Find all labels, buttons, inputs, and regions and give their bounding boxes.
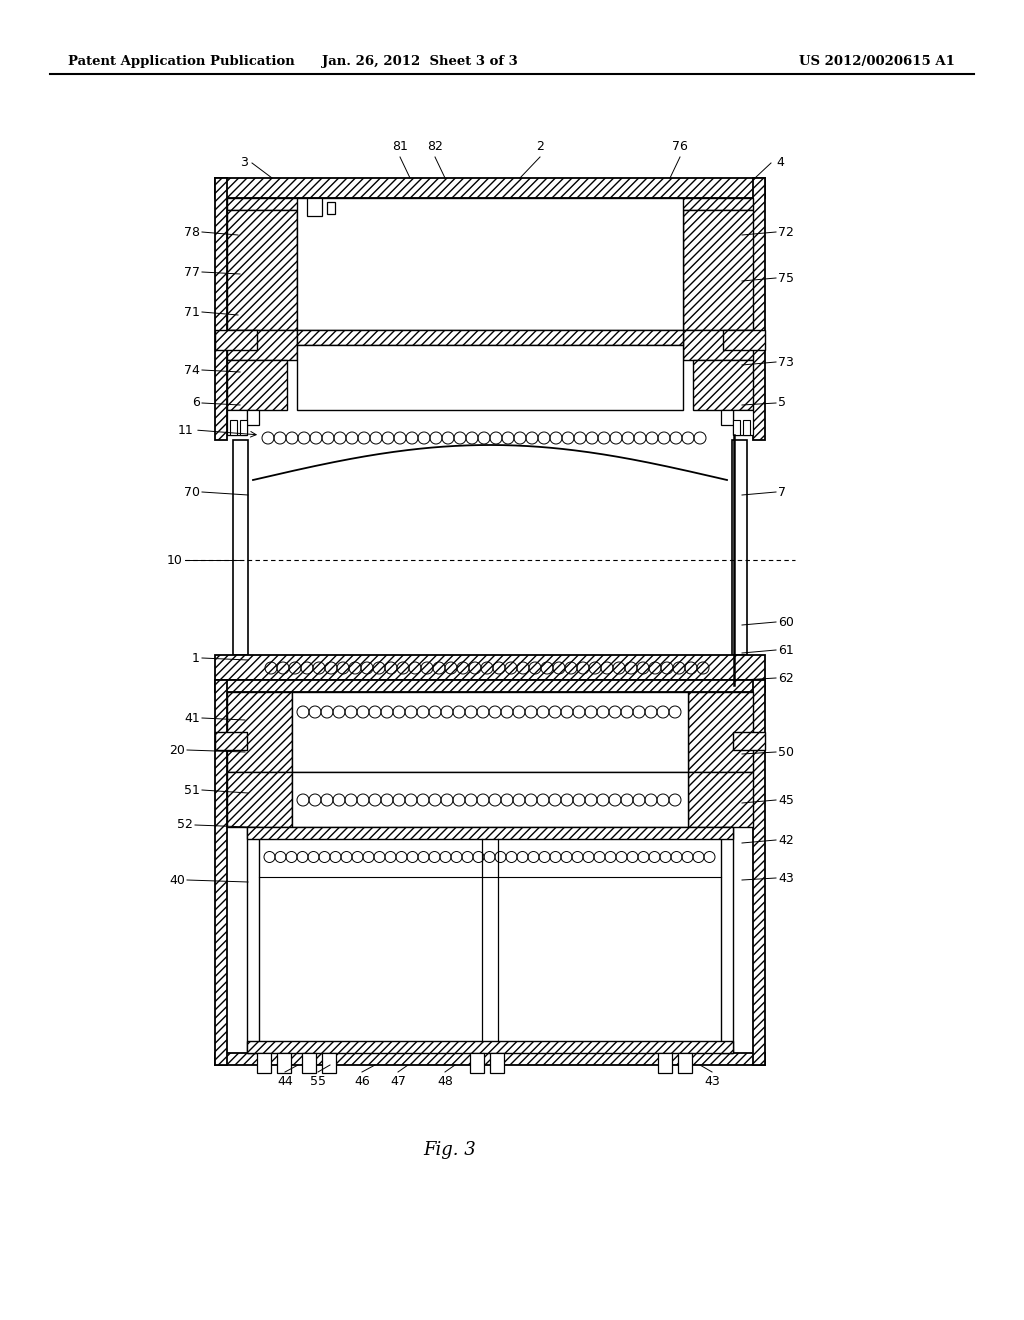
Bar	[743, 420, 750, 436]
Text: 3: 3	[240, 157, 248, 169]
Bar	[231, 692, 238, 705]
Bar	[247, 828, 733, 840]
Text: 52: 52	[177, 818, 193, 832]
Text: 60: 60	[778, 615, 794, 628]
Bar	[470, 1053, 484, 1073]
Bar	[227, 360, 287, 411]
Bar	[247, 1041, 733, 1053]
Text: 62: 62	[778, 672, 794, 685]
Text: 7: 7	[778, 486, 786, 499]
Bar	[733, 420, 740, 436]
Bar	[322, 1053, 336, 1073]
Bar	[215, 680, 765, 692]
Text: 4: 4	[776, 157, 784, 169]
Bar	[678, 1053, 692, 1073]
Text: 41: 41	[184, 711, 200, 725]
Text: 50: 50	[778, 746, 794, 759]
Bar	[215, 330, 257, 350]
Bar	[742, 692, 749, 705]
Bar	[302, 1053, 316, 1073]
Bar	[215, 655, 765, 680]
Bar	[721, 828, 733, 1053]
Bar	[753, 178, 765, 440]
Text: Jan. 26, 2012  Sheet 3 of 3: Jan. 26, 2012 Sheet 3 of 3	[323, 55, 518, 69]
Text: 81: 81	[392, 140, 408, 153]
Text: 2: 2	[536, 140, 544, 153]
Bar	[292, 772, 688, 828]
Bar	[753, 680, 765, 1065]
Text: 72: 72	[778, 226, 794, 239]
Text: 20: 20	[169, 743, 185, 756]
Text: US 2012/0020615 A1: US 2012/0020615 A1	[799, 55, 955, 69]
Text: 51: 51	[184, 784, 200, 796]
Bar	[683, 330, 753, 360]
Bar	[307, 198, 322, 216]
Bar	[292, 692, 688, 772]
Text: 55: 55	[310, 1074, 326, 1088]
Bar	[215, 733, 247, 750]
Text: 47: 47	[390, 1074, 406, 1088]
Text: 71: 71	[184, 305, 200, 318]
Text: 74: 74	[184, 363, 200, 376]
Bar	[227, 692, 292, 772]
Bar	[327, 202, 335, 214]
Bar	[240, 420, 247, 436]
Bar	[247, 411, 259, 425]
Text: 11: 11	[177, 424, 193, 437]
Bar	[227, 411, 247, 436]
Text: 10: 10	[167, 553, 183, 566]
Bar	[693, 360, 753, 411]
Text: 44: 44	[278, 1074, 293, 1088]
Bar	[721, 411, 733, 425]
Text: 43: 43	[705, 1074, 720, 1088]
Text: 46: 46	[354, 1074, 370, 1088]
Bar	[257, 1053, 271, 1073]
Text: 61: 61	[778, 644, 794, 656]
Text: 82: 82	[427, 140, 443, 153]
Text: 75: 75	[778, 272, 794, 285]
Text: 5: 5	[778, 396, 786, 409]
Bar	[297, 345, 683, 411]
Text: 42: 42	[778, 833, 794, 846]
Bar	[723, 330, 765, 350]
Text: 45: 45	[778, 793, 794, 807]
Bar	[241, 692, 248, 705]
Text: 73: 73	[778, 355, 794, 368]
Text: Fig. 3: Fig. 3	[424, 1140, 476, 1159]
Text: Patent Application Publication: Patent Application Publication	[68, 55, 295, 69]
Bar	[733, 411, 753, 436]
Bar	[683, 210, 753, 330]
Text: 40: 40	[169, 874, 185, 887]
Bar	[247, 828, 259, 1053]
Text: 76: 76	[672, 140, 688, 153]
Bar	[215, 1053, 765, 1065]
Text: 78: 78	[184, 226, 200, 239]
Bar	[733, 733, 765, 750]
Text: 77: 77	[184, 265, 200, 279]
Bar	[688, 772, 753, 828]
Bar	[227, 772, 292, 828]
Text: 1: 1	[193, 652, 200, 664]
Bar	[227, 330, 297, 360]
Bar	[215, 178, 227, 440]
Text: 70: 70	[184, 486, 200, 499]
Text: 48: 48	[437, 1074, 453, 1088]
Text: 6: 6	[193, 396, 200, 409]
Text: 43: 43	[778, 871, 794, 884]
Bar	[688, 692, 753, 772]
Bar	[297, 330, 683, 345]
Bar	[490, 1053, 504, 1073]
Bar	[227, 198, 753, 210]
Bar	[215, 680, 227, 1065]
Bar	[732, 440, 746, 655]
Bar	[227, 210, 297, 330]
Bar	[658, 1053, 672, 1073]
Bar	[215, 178, 765, 198]
Bar	[297, 198, 683, 330]
Bar	[732, 692, 739, 705]
Bar	[278, 1053, 291, 1073]
Bar	[233, 440, 248, 655]
Bar	[230, 420, 237, 436]
